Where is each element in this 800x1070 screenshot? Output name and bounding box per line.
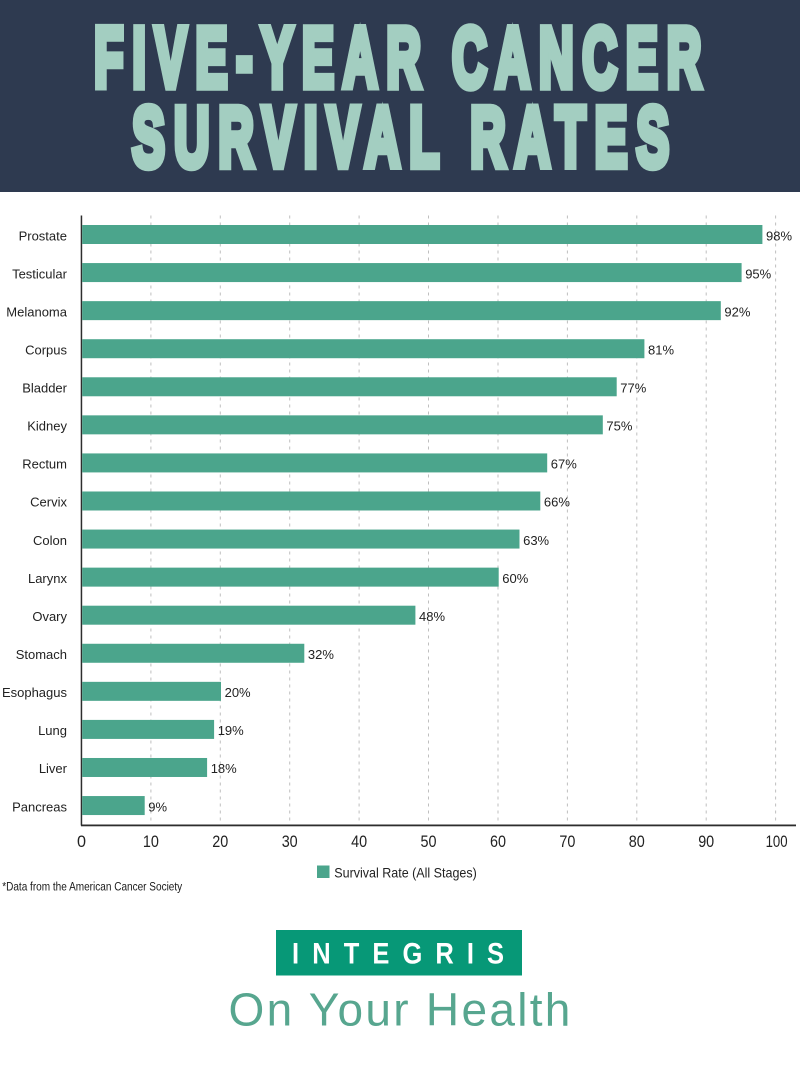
svg-text:Kidney: Kidney [27,419,67,434]
svg-text:75%: 75% [606,419,632,434]
svg-text:Prostate: Prostate [19,228,67,243]
svg-text:60: 60 [490,833,506,851]
svg-text:Testicular: Testicular [12,266,68,281]
svg-text:70: 70 [559,833,575,851]
svg-text:Liver: Liver [39,761,68,776]
svg-text:Stomach: Stomach [16,647,67,662]
svg-text:Survival Rate (All Stages): Survival Rate (All Stages) [334,864,477,880]
svg-text:50: 50 [421,833,437,851]
svg-text:10: 10 [143,833,159,851]
svg-text:95%: 95% [745,266,771,281]
svg-text:Cervix: Cervix [30,495,67,510]
svg-text:9%: 9% [148,799,167,814]
svg-text:90: 90 [698,833,714,851]
svg-text:*Data from the American Cancer: *Data from the American Cancer Society [2,880,183,894]
svg-text:30: 30 [282,833,298,851]
svg-text:40: 40 [351,833,367,851]
svg-text:Colon: Colon [33,533,67,548]
svg-text:18%: 18% [211,761,237,776]
svg-text:77%: 77% [620,381,646,396]
svg-text:19%: 19% [218,723,244,738]
svg-text:32%: 32% [308,647,334,662]
svg-text:63%: 63% [523,533,549,548]
svg-text:FIVE-YEAR CANCER: FIVE-YEAR CANCER [94,10,710,104]
svg-text:81%: 81% [648,342,674,357]
svg-text:67%: 67% [551,457,577,472]
svg-text:100: 100 [766,833,788,851]
svg-text:INTEGRIS: INTEGRIS [292,936,517,969]
svg-text:Rectum: Rectum [22,457,67,472]
svg-text:Larynx: Larynx [28,571,68,586]
svg-text:0: 0 [77,833,86,851]
svg-text:20%: 20% [225,685,251,700]
svg-text:On Your Health: On Your Health [228,984,572,1036]
svg-text:66%: 66% [544,495,570,510]
svg-text:60%: 60% [502,571,528,586]
svg-text:20: 20 [212,833,228,851]
svg-text:Lung: Lung [38,723,67,738]
svg-text:Bladder: Bladder [22,381,67,396]
svg-text:98%: 98% [766,228,792,243]
svg-text:48%: 48% [419,609,445,624]
svg-text:Melanoma: Melanoma [6,304,67,319]
svg-text:Pancreas: Pancreas [12,799,67,814]
svg-text:Corpus: Corpus [25,342,67,357]
svg-text:92%: 92% [724,304,750,319]
svg-text:Ovary: Ovary [32,609,67,624]
svg-text:80: 80 [629,833,645,851]
svg-text:SURVIVAL RATES: SURVIVAL RATES [132,90,678,184]
svg-text:Esophagus: Esophagus [2,685,68,700]
